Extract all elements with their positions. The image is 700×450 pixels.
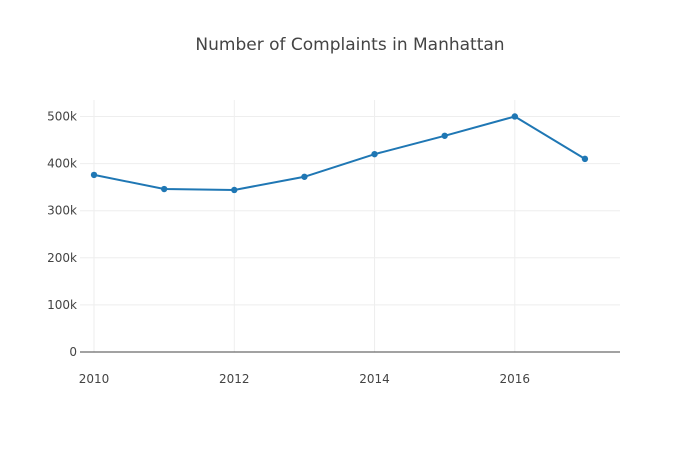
data-point-2017[interactable]: [581, 155, 589, 163]
y-tick-label: 100k: [47, 298, 77, 312]
axes: 2010 2012 2014 2016 0 100k 200k 300k 400k 500k: [47, 109, 620, 386]
data-point-2014[interactable]: [371, 150, 378, 158]
y-tick-label: 500k: [47, 109, 77, 123]
data-point-2016[interactable]: [511, 113, 519, 120]
x-tick-label: 2014: [359, 372, 390, 386]
x-tick-label: 2012: [219, 372, 250, 386]
data-point-2011[interactable]: [160, 185, 168, 193]
chart-title: Number of Complaints in Manhattan: [195, 35, 504, 55]
y-tick-label: 400k: [47, 157, 77, 171]
x-tick-label: 2016: [500, 372, 531, 386]
series-layer: [90, 113, 589, 194]
y-tick-label: 200k: [47, 251, 77, 265]
data-point-2013[interactable]: [301, 173, 308, 180]
data-point-2015[interactable]: [441, 132, 448, 139]
data-point-2010[interactable]: [90, 171, 98, 179]
x-tick-label: 2010: [79, 372, 110, 386]
series-line: [93, 115, 586, 191]
grid-lines: [80, 100, 620, 352]
y-tick-label: 300k: [47, 204, 77, 218]
y-tick-label: 0: [69, 345, 77, 359]
data-point-2012[interactable]: [231, 186, 238, 194]
